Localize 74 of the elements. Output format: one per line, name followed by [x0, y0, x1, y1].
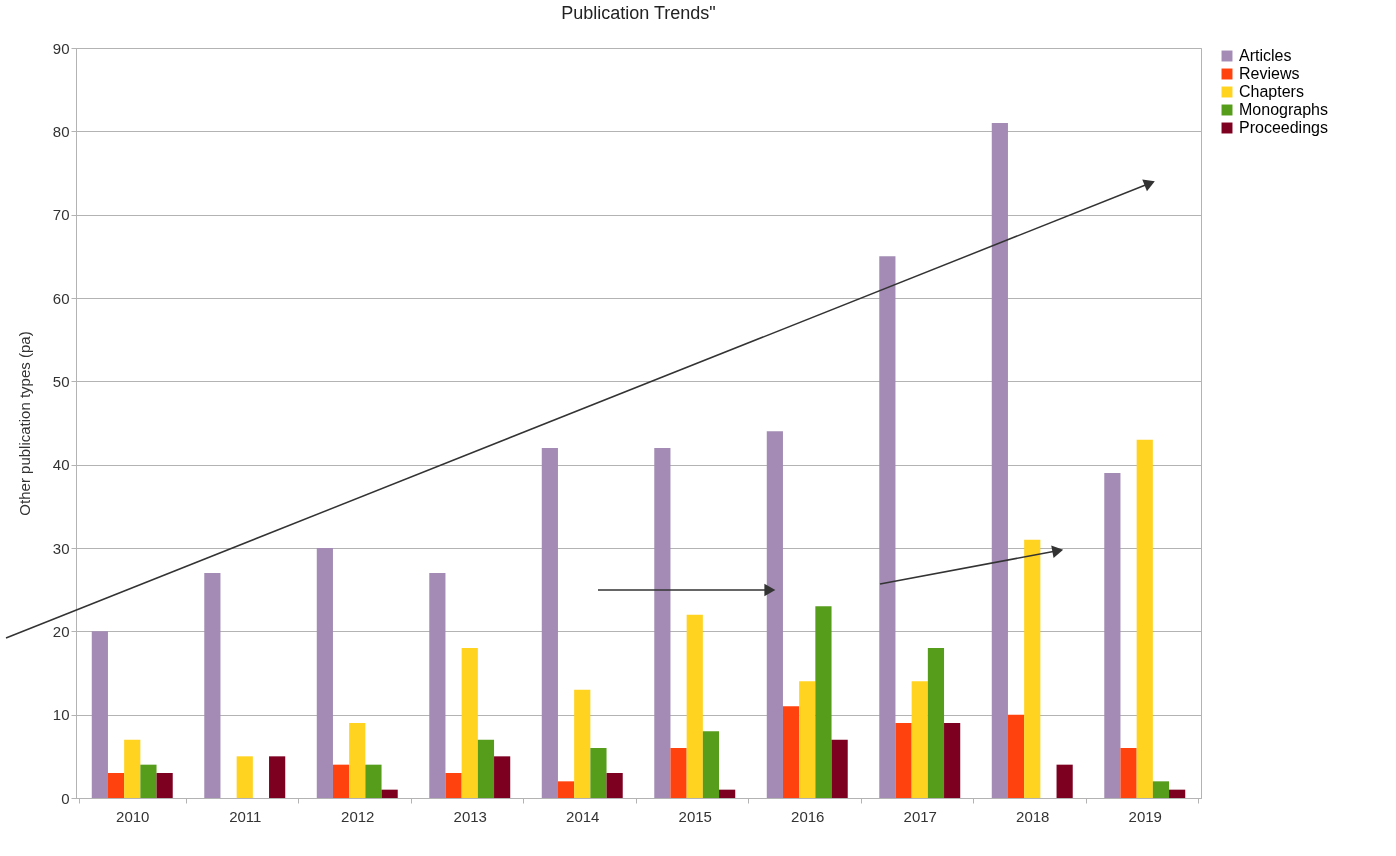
bar	[107, 773, 125, 798]
x-tick-label: 2011	[229, 807, 262, 825]
bar	[670, 748, 687, 798]
legend-label: Proceedings	[1239, 119, 1328, 136]
legend-label: Chapters	[1239, 83, 1304, 100]
legend-label: Monographs	[1239, 101, 1328, 118]
bar	[1007, 714, 1025, 798]
x-tick-label: 2015	[678, 807, 712, 825]
y-tick-label: 70	[52, 206, 70, 224]
bar	[911, 681, 928, 798]
bar	[606, 773, 623, 798]
legend-label: Articles	[1239, 47, 1292, 64]
bar	[140, 764, 157, 798]
bar	[574, 689, 591, 798]
bar	[445, 773, 462, 798]
bar	[1169, 789, 1186, 798]
bar	[156, 773, 173, 798]
bar	[702, 731, 720, 798]
bar	[686, 614, 703, 798]
y-tick-label: 10	[52, 706, 70, 724]
y-tick-label: 20	[52, 622, 70, 640]
bar	[1024, 539, 1041, 798]
bar	[477, 739, 495, 798]
bar	[766, 431, 783, 798]
x-tick-label: 2018	[1016, 807, 1050, 825]
bar	[124, 739, 141, 798]
y-tick-label: 30	[52, 539, 70, 557]
y-tick-label: 0	[61, 789, 70, 807]
x-tick-label: 2010	[116, 807, 150, 825]
bar	[316, 548, 333, 798]
chart-title: Publication Trends"	[561, 3, 716, 23]
bar	[204, 573, 221, 798]
x-tick-label: 2017	[903, 807, 937, 825]
bar	[831, 739, 848, 798]
bar	[654, 448, 671, 798]
bar	[799, 681, 816, 798]
bar	[332, 764, 350, 798]
bar	[719, 789, 736, 798]
bar	[429, 573, 446, 798]
bar	[1120, 748, 1137, 798]
bar	[91, 631, 108, 798]
bar	[1152, 781, 1170, 798]
bar	[927, 648, 945, 798]
bar	[557, 781, 575, 798]
bar	[1056, 764, 1073, 798]
y-tick-label: 40	[52, 456, 70, 474]
bar	[1104, 473, 1121, 798]
x-tick-label: 2012	[341, 807, 375, 825]
y-tick-label: 50	[52, 372, 70, 390]
x-tick-label: 2016	[791, 807, 825, 825]
bar	[349, 723, 366, 798]
y-axis-title: Other publication types (pa)	[15, 331, 33, 516]
bar	[590, 748, 607, 798]
bar	[541, 448, 558, 798]
x-tick-label: 2014	[566, 807, 600, 825]
bar	[365, 764, 382, 798]
bar	[815, 606, 832, 798]
legend-label: Reviews	[1239, 65, 1300, 82]
bar	[782, 706, 800, 798]
x-tick-label: 2019	[1128, 807, 1162, 825]
bar	[895, 723, 912, 798]
y-tick-label: 90	[52, 39, 70, 57]
bar	[1136, 439, 1153, 798]
bar	[236, 756, 253, 798]
bar	[381, 789, 398, 798]
bar	[494, 756, 511, 798]
x-tick-label: 2013	[453, 807, 487, 825]
bar	[944, 723, 961, 798]
y-tick-label: 80	[52, 122, 70, 140]
bar	[269, 756, 286, 798]
bar	[461, 648, 478, 798]
y-tick-label: 60	[52, 289, 70, 307]
bar	[991, 123, 1008, 798]
bar	[879, 256, 896, 798]
